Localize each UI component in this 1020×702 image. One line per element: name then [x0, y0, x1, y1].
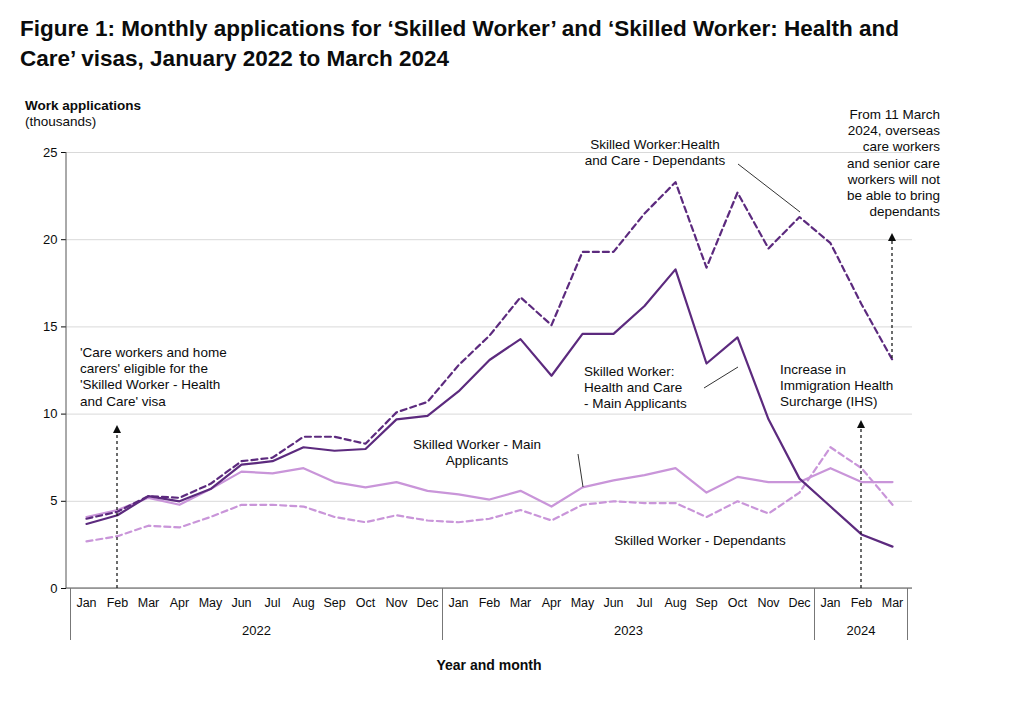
svg-text:Skilled Worker - MainApplicant: Skilled Worker - MainApplicants — [413, 437, 541, 468]
svg-text:2024: 2024 — [847, 623, 876, 638]
svg-text:2023: 2023 — [614, 623, 643, 638]
svg-text:Jan: Jan — [76, 596, 96, 610]
svg-text:May: May — [571, 596, 595, 610]
svg-text:Dec: Dec — [788, 596, 810, 610]
svg-text:Nov: Nov — [757, 596, 780, 610]
svg-text:Increase inImmigration HealthS: Increase inImmigration HealthSurcharge (… — [780, 362, 893, 409]
svg-text:Feb: Feb — [851, 596, 873, 610]
svg-text:15: 15 — [43, 319, 57, 334]
svg-text:Skilled Worker - Dependants: Skilled Worker - Dependants — [614, 533, 786, 548]
svg-text:2022: 2022 — [242, 623, 271, 638]
svg-text:Jul: Jul — [637, 596, 653, 610]
svg-text:Jul: Jul — [265, 596, 281, 610]
svg-text:20: 20 — [43, 232, 57, 247]
svg-text:Jun: Jun — [231, 596, 251, 610]
html-text:Figure 1: Monthly applications: Figure 1: Monthly applications for ‘Skil… — [20, 16, 899, 71]
svg-text:'Care workers and homecarers': 'Care workers and homecarers' eligible f… — [80, 345, 227, 409]
svg-text:Work applications(thousands): Work applications(thousands) — [25, 98, 141, 129]
svg-text:25: 25 — [43, 145, 57, 160]
svg-text:10: 10 — [43, 406, 57, 421]
svg-text:Jan: Jan — [820, 596, 840, 610]
svg-text:Apr: Apr — [542, 596, 561, 610]
svg-text:Nov: Nov — [385, 596, 408, 610]
svg-text:Mar: Mar — [882, 596, 904, 610]
svg-text:Aug: Aug — [292, 596, 314, 610]
svg-text:Sep: Sep — [323, 596, 345, 610]
svg-text:Skilled Worker:Healthand Care: Skilled Worker:Healthand Care - Dependan… — [585, 137, 726, 168]
svg-text:Skilled Worker:Health and Care: Skilled Worker:Health and Care- Main App… — [584, 364, 687, 411]
svg-text:Sep: Sep — [695, 596, 717, 610]
svg-text:Year and month: Year and month — [436, 657, 541, 673]
svg-text:0: 0 — [50, 581, 57, 596]
svg-text:Mar: Mar — [510, 596, 532, 610]
svg-text:From 11 March2024, overseascar: From 11 March2024, overseascare workersa… — [847, 107, 941, 219]
svg-text:Feb: Feb — [479, 596, 501, 610]
svg-text:Jan: Jan — [448, 596, 468, 610]
svg-text:Oct: Oct — [356, 596, 376, 610]
svg-text:Mar: Mar — [138, 596, 160, 610]
svg-text:Apr: Apr — [170, 596, 189, 610]
svg-text:May: May — [199, 596, 223, 610]
svg-text:Oct: Oct — [728, 596, 748, 610]
svg-text:Aug: Aug — [664, 596, 686, 610]
svg-text:Feb: Feb — [107, 596, 129, 610]
svg-text:Jun: Jun — [603, 596, 623, 610]
svg-text:Dec: Dec — [416, 596, 438, 610]
svg-text:5: 5 — [50, 493, 57, 508]
